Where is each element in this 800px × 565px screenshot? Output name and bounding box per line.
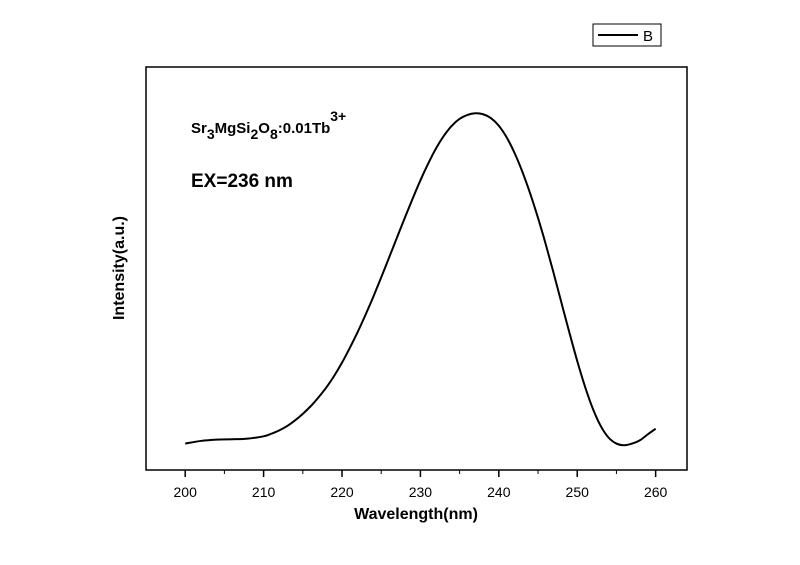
formula-annotation: Sr3MgSi2O8:0.01Tb3+ (191, 108, 346, 142)
x-tick-label-200: 200 (174, 484, 198, 500)
formula-part: 3 (207, 126, 215, 142)
formula-part: 3+ (330, 108, 346, 124)
formula-part: :0.01Tb (278, 120, 331, 137)
legend: B (592, 23, 662, 47)
formula-part: Sr (191, 120, 207, 137)
x-axis-ticks (184, 470, 657, 477)
series-line-b (185, 112, 657, 447)
x-axis-tick-labels: 200 210 220 230 240 250 260 (174, 484, 668, 500)
x-axis-title: Wavelength(nm) (354, 506, 478, 523)
plot-frame (145, 66, 688, 471)
formula-part: MgSi (215, 120, 251, 137)
x-tick-label-240: 240 (487, 484, 511, 500)
x-tick-label-230: 230 (409, 484, 433, 500)
formula-part: 2 (250, 126, 258, 142)
x-tick-label-260: 260 (644, 484, 668, 500)
x-tick-label-210: 210 (252, 484, 276, 500)
x-tick-label-250: 250 (566, 484, 590, 500)
x-tick-label-220: 220 (330, 484, 354, 500)
y-axis-title: Intensity(a.u.) (111, 216, 128, 320)
formula-part: O (258, 120, 270, 137)
excitation-annotation: EX=236 nm (191, 171, 293, 192)
legend-label-b: B (643, 28, 653, 45)
formula-part: 8 (270, 126, 278, 142)
